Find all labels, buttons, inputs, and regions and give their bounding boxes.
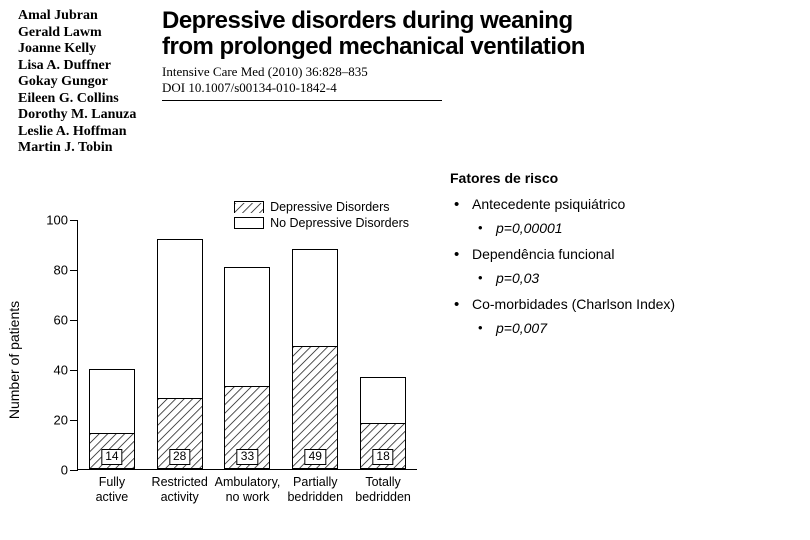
legend-label-hatched: Depressive Disorders [270, 200, 389, 214]
author: Martin J. Tobin [18, 140, 156, 157]
y-tick [70, 220, 78, 221]
risk-pvalue: p=0,007 [472, 320, 800, 336]
author: Dorothy M. Lanuza [18, 107, 156, 124]
bar-segment-depressive: 18 [360, 424, 406, 469]
bar-chart: Number of patients Depressive Disorders … [22, 200, 432, 520]
risk-pvalue: p=0,00001 [472, 220, 800, 236]
bar-segment-no-depressive [224, 267, 270, 387]
risk-item-label: Antecedente psiquiátrico [472, 196, 625, 212]
legend-swatch-hatched [234, 201, 264, 213]
plot-area: Depressive Disorders No Depressive Disor… [77, 220, 417, 470]
bar-segment-depressive: 49 [292, 347, 338, 470]
citation: Intensive Care Med (2010) 36:828–835 DOI… [162, 64, 800, 97]
risk-item: Co-morbidades (Charlson Index) p=0,007 [450, 296, 800, 336]
bar-group: 14Fullyactive [89, 369, 135, 469]
author: Gerald Lawm [18, 25, 156, 42]
risk-title: Fatores de risco [450, 170, 800, 186]
bar-segment-no-depressive [89, 369, 135, 434]
y-tick-label: 40 [54, 363, 68, 378]
risk-pvalue: p=0,03 [472, 270, 800, 286]
risk-list: Antecedente psiquiátrico p=0,00001 Dependê… [450, 196, 800, 336]
risk-item-label: Co-morbidades (Charlson Index) [472, 296, 675, 312]
author: Joanne Kelly [18, 41, 156, 58]
x-category-label: Fullyactive [96, 475, 129, 505]
bar-segment-depressive: 33 [224, 387, 270, 470]
y-tick-label: 0 [61, 463, 68, 478]
risk-factors: Fatores de risco Antecedente psiquiátric… [450, 170, 800, 346]
x-category-label: Restrictedactivity [152, 475, 208, 505]
author: Lisa A. Duffner [18, 58, 156, 75]
y-tick [70, 420, 78, 421]
bar-segment-no-depressive [292, 249, 338, 347]
y-tick-label: 20 [54, 413, 68, 428]
risk-item: Antecedente psiquiátrico p=0,00001 [450, 196, 800, 236]
bars-container: 14Fullyactive 28Restrictedactivity 33Ambul… [78, 220, 417, 469]
x-category-label: Partiallybedridden [287, 475, 343, 505]
bar-value-label: 33 [237, 449, 258, 465]
pvalue-text: p=0,007 [496, 320, 547, 336]
bar-group: 28Restrictedactivity [157, 239, 203, 469]
pvalue-text: p=0,00001 [496, 220, 563, 236]
y-tick-label: 80 [54, 263, 68, 278]
author-list: Amal JubranGerald LawmJoanne KellyLisa A… [18, 8, 156, 157]
bar-group: 18Totallybedridden [360, 377, 406, 470]
x-category-label: Totallybedridden [355, 475, 411, 505]
bar-value-label: 28 [169, 449, 190, 465]
author: Amal Jubran [18, 8, 156, 25]
title-line-2: from prolonged mechanical ventilation [162, 33, 585, 60]
author: Eileen G. Collins [18, 91, 156, 108]
author: Gokay Gungor [18, 74, 156, 91]
y-tick [70, 470, 78, 471]
paper-title: Depressive disorders during weaning from… [162, 8, 800, 60]
bar-segment-depressive: 28 [157, 399, 203, 469]
bar-group: 49Partiallybedridden [292, 249, 338, 469]
y-tick [70, 370, 78, 371]
risk-item-label: Dependência funcional [472, 246, 614, 262]
doi: DOI 10.1007/s00134-010-1842-4 [162, 80, 337, 95]
citation-rule [162, 100, 442, 101]
x-category-label: Ambulatory,no work [215, 475, 281, 505]
legend-row-hatched: Depressive Disorders [234, 200, 409, 214]
y-tick-label: 100 [46, 213, 68, 228]
author: Leslie A. Hoffman [18, 124, 156, 141]
bar-value-label: 14 [101, 449, 122, 465]
risk-item: Dependência funcional p=0,03 [450, 246, 800, 286]
bar-value-label: 18 [372, 449, 393, 465]
bar-segment-depressive: 14 [89, 434, 135, 469]
title-line-1: Depressive disorders during weaning [162, 7, 573, 34]
paper-header: Amal JubranGerald LawmJoanne KellyLisa A… [18, 8, 800, 157]
journal-ref: Intensive Care Med (2010) 36:828–835 [162, 64, 368, 79]
bar-segment-no-depressive [157, 239, 203, 399]
pvalue-text: p=0,03 [496, 270, 539, 286]
bar-value-label: 49 [305, 449, 326, 465]
y-tick [70, 320, 78, 321]
title-block: Depressive disorders during weaning from… [162, 8, 800, 157]
y-tick-label: 60 [54, 313, 68, 328]
y-axis-label: Number of patients [6, 301, 22, 419]
bar-group: 33Ambulatory,no work [224, 267, 270, 470]
y-tick [70, 270, 78, 271]
bar-segment-no-depressive [360, 377, 406, 425]
